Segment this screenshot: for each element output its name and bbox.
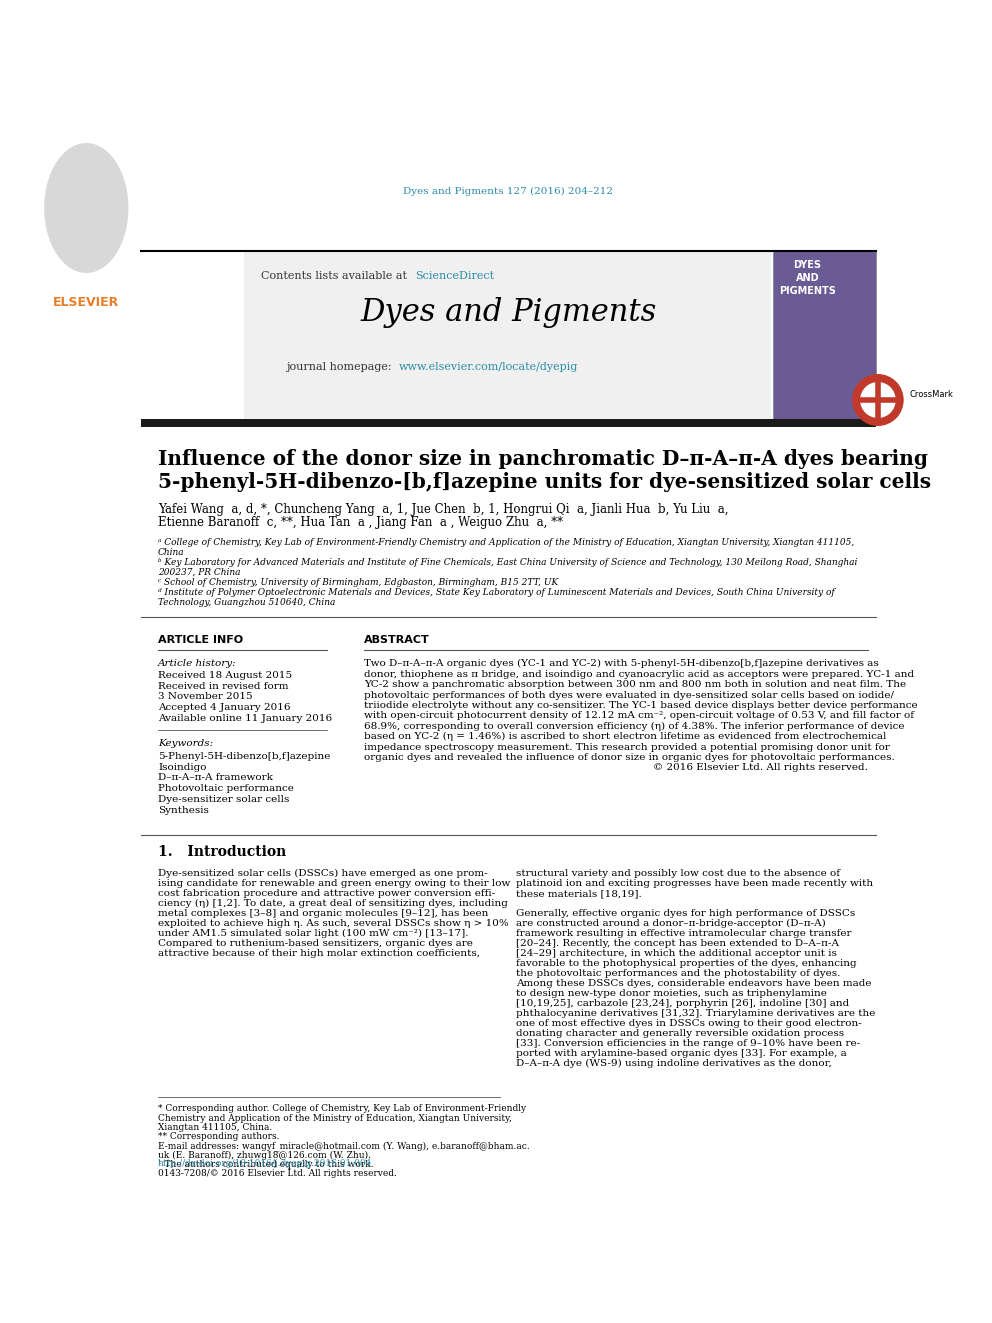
- Text: framework resulting in effective intramolecular charge transfer: framework resulting in effective intramo…: [516, 929, 852, 938]
- Text: 1.   Introduction: 1. Introduction: [158, 845, 287, 859]
- Text: exploited to achieve high η. As such, several DSSCs show η > 10%: exploited to achieve high η. As such, se…: [158, 919, 509, 927]
- Text: metal complexes [3–8] and organic molecules [9–12], has been: metal complexes [3–8] and organic molecu…: [158, 909, 488, 918]
- Circle shape: [860, 382, 896, 418]
- Text: ** Corresponding authors.: ** Corresponding authors.: [158, 1132, 280, 1142]
- Text: http://dx.doi.org/10.1016/j.dyepig.2016.01.004: http://dx.doi.org/10.1016/j.dyepig.2016.…: [158, 1159, 372, 1168]
- FancyBboxPatch shape: [774, 251, 876, 419]
- Text: ScienceDirect: ScienceDirect: [415, 271, 494, 280]
- Text: are constructed around a donor–π-bridge-acceptor (D–π-A): are constructed around a donor–π-bridge-…: [516, 918, 826, 927]
- Text: donor, thiophene as π bridge, and isoindigo and cyanoacrylic acid as acceptors w: donor, thiophene as π bridge, and isoind…: [364, 669, 915, 679]
- Text: E-mail addresses: wangyf_miracle@hotmail.com (Y. Wang), e.baranoff@bham.ac.: E-mail addresses: wangyf_miracle@hotmail…: [158, 1140, 530, 1151]
- Text: Xiangtan 411105, China.: Xiangtan 411105, China.: [158, 1123, 273, 1132]
- Text: based on YC-2 (η = 1.46%) is ascribed to short electron lifetime as evidenced fr: based on YC-2 (η = 1.46%) is ascribed to…: [364, 732, 887, 741]
- Text: [10,19,25], carbazole [23,24], porphyrin [26], indoline [30] and: [10,19,25], carbazole [23,24], porphyrin…: [516, 999, 849, 1008]
- Text: cost fabrication procedure and attractive power conversion effi-: cost fabrication procedure and attractiv…: [158, 889, 495, 898]
- Text: Received 18 August 2015: Received 18 August 2015: [158, 671, 293, 680]
- Text: ELSEVIER: ELSEVIER: [54, 296, 119, 310]
- Text: [24–29] architecture, in which the additional acceptor unit is: [24–29] architecture, in which the addit…: [516, 949, 837, 958]
- Text: Dye-sensitizer solar cells: Dye-sensitizer solar cells: [158, 795, 290, 804]
- Text: ported with arylamine-based organic dyes [33]. For example, a: ported with arylamine-based organic dyes…: [516, 1049, 847, 1058]
- Text: Dyes and Pigments: Dyes and Pigments: [360, 298, 657, 328]
- Text: [20–24]. Recently, the concept has been extended to D–A–π-A: [20–24]. Recently, the concept has been …: [516, 939, 839, 947]
- Text: 5-Phenyl-5H-dibenzo[b,f]azepine: 5-Phenyl-5H-dibenzo[b,f]azepine: [158, 751, 330, 761]
- Text: platinoid ion and exciting progresses have been made recently with: platinoid ion and exciting progresses ha…: [516, 878, 873, 888]
- Text: donating character and generally reversible oxidation process: donating character and generally reversi…: [516, 1029, 844, 1039]
- Text: photovoltaic performances of both dyes were evaluated in dye-sensitized solar ce: photovoltaic performances of both dyes w…: [364, 691, 894, 700]
- Text: ¹ The authors contributed equally to this work.: ¹ The authors contributed equally to thi…: [158, 1160, 374, 1170]
- Text: DYES
AND
PIGMENTS: DYES AND PIGMENTS: [779, 259, 836, 296]
- Text: ᶜ School of Chemistry, University of Birmingham, Edgbaston, Birmingham, B15 2TT,: ᶜ School of Chemistry, University of Bir…: [158, 578, 558, 587]
- Text: ARTICLE INFO: ARTICLE INFO: [158, 635, 243, 646]
- Text: Two D–π-A–π-A organic dyes (YC-1 and YC-2) with 5-phenyl-5H-dibenzo[b,f]azepine : Two D–π-A–π-A organic dyes (YC-1 and YC-…: [364, 659, 879, 668]
- Text: Available online 11 January 2016: Available online 11 January 2016: [158, 714, 332, 724]
- Text: D–A–π-A dye (WS-9) using indoline derivatives as the donor,: D–A–π-A dye (WS-9) using indoline deriva…: [516, 1058, 832, 1068]
- Text: phthalocyanine derivatives [31,32]. Triarylamine derivatives are the: phthalocyanine derivatives [31,32]. Tria…: [516, 1009, 876, 1017]
- Text: Accepted 4 January 2016: Accepted 4 January 2016: [158, 704, 291, 712]
- Text: Etienne Baranoff  c, **, Hua Tan  a , Jiang Fan  a , Weiguo Zhu  a, **: Etienne Baranoff c, **, Hua Tan a , Jian…: [158, 516, 563, 529]
- Text: ciency (η) [1,2]. To date, a great deal of sensitizing dyes, including: ciency (η) [1,2]. To date, a great deal …: [158, 898, 508, 908]
- Text: Dyes and Pigments 127 (2016) 204–212: Dyes and Pigments 127 (2016) 204–212: [404, 187, 613, 196]
- Text: to design new-type donor moieties, such as triphenylamine: to design new-type donor moieties, such …: [516, 988, 827, 998]
- Text: uk (E. Baranoff), zhuwg18@126.com (W. Zhu).: uk (E. Baranoff), zhuwg18@126.com (W. Zh…: [158, 1151, 371, 1160]
- Text: organic dyes and revealed the influence of donor size in organic dyes for photov: organic dyes and revealed the influence …: [364, 753, 895, 762]
- Circle shape: [852, 374, 904, 426]
- Text: Generally, effective organic dyes for high performance of DSSCs: Generally, effective organic dyes for hi…: [516, 909, 855, 918]
- Text: D–π-A–π-A framework: D–π-A–π-A framework: [158, 774, 273, 782]
- Text: CrossMark: CrossMark: [910, 390, 953, 400]
- Text: www.elsevier.com/locate/dyepig: www.elsevier.com/locate/dyepig: [399, 361, 578, 372]
- Text: ising candidate for renewable and green energy owing to their low: ising candidate for renewable and green …: [158, 878, 511, 888]
- FancyBboxPatch shape: [244, 251, 771, 421]
- Text: Contents lists available at: Contents lists available at: [261, 271, 411, 280]
- FancyBboxPatch shape: [141, 251, 242, 419]
- Text: 5-phenyl-5H-dibenzo-[b,f]azepine units for dye-sensitized solar cells: 5-phenyl-5H-dibenzo-[b,f]azepine units f…: [158, 472, 931, 492]
- Text: Keywords:: Keywords:: [158, 740, 213, 749]
- Text: Technology, Guangzhou 510640, China: Technology, Guangzhou 510640, China: [158, 598, 335, 607]
- Text: impedance spectroscopy measurement. This research provided a potential promising: impedance spectroscopy measurement. This…: [364, 742, 890, 751]
- Text: Chemistry and Application of the Ministry of Education, Xiangtan University,: Chemistry and Application of the Ministr…: [158, 1114, 512, 1123]
- Ellipse shape: [44, 143, 129, 273]
- Text: one of most effective dyes in DSSCs owing to their good electron-: one of most effective dyes in DSSCs owin…: [516, 1019, 862, 1028]
- Text: Influence of the donor size in panchromatic D–π-A–π-A dyes bearing: Influence of the donor size in panchroma…: [158, 448, 929, 470]
- Text: [33]. Conversion efficiencies in the range of 9–10% have been re-: [33]. Conversion efficiencies in the ran…: [516, 1039, 860, 1048]
- Text: these materials [18,19].: these materials [18,19].: [516, 889, 642, 898]
- Text: Compared to ruthenium-based sensitizers, organic dyes are: Compared to ruthenium-based sensitizers,…: [158, 939, 473, 947]
- Text: ABSTRACT: ABSTRACT: [364, 635, 430, 646]
- Text: structural variety and possibly low cost due to the absence of: structural variety and possibly low cost…: [516, 869, 840, 878]
- Text: Synthesis: Synthesis: [158, 806, 209, 815]
- Text: © 2016 Elsevier Ltd. All rights reserved.: © 2016 Elsevier Ltd. All rights reserved…: [653, 763, 868, 773]
- Text: 0143-7208/© 2016 Elsevier Ltd. All rights reserved.: 0143-7208/© 2016 Elsevier Ltd. All right…: [158, 1170, 397, 1177]
- Text: favorable to the photophysical properties of the dyes, enhancing: favorable to the photophysical propertie…: [516, 959, 857, 968]
- FancyBboxPatch shape: [141, 419, 876, 427]
- Text: ᵃ College of Chemistry, Key Lab of Environment-Friendly Chemistry and Applicatio: ᵃ College of Chemistry, Key Lab of Envir…: [158, 537, 854, 546]
- Text: the photovoltaic performances and the photostability of dyes.: the photovoltaic performances and the ph…: [516, 968, 840, 978]
- Text: ᵈ Institute of Polymer Optoelectronic Materials and Devices, State Key Laborator: ᵈ Institute of Polymer Optoelectronic Ma…: [158, 587, 835, 597]
- Text: under AM1.5 simulated solar light (100 mW cm⁻²) [13–17].: under AM1.5 simulated solar light (100 m…: [158, 929, 468, 938]
- Text: Received in revised form: Received in revised form: [158, 681, 289, 691]
- Text: with open-circuit photocurrent density of 12.12 mA cm⁻², open-circuit voltage of: with open-circuit photocurrent density o…: [364, 712, 915, 720]
- Text: * Corresponding author. College of Chemistry, Key Lab of Environment-Friendly: * Corresponding author. College of Chemi…: [158, 1105, 526, 1114]
- Text: 200237, PR China: 200237, PR China: [158, 568, 241, 577]
- Text: Photovoltaic performance: Photovoltaic performance: [158, 785, 294, 792]
- Text: attractive because of their high molar extinction coefficients,: attractive because of their high molar e…: [158, 949, 480, 958]
- Text: YC-2 show a panchromatic absorption between 300 nm and 800 nm both in solution a: YC-2 show a panchromatic absorption betw…: [364, 680, 907, 689]
- Text: 68.9%, corresponding to overall conversion efficiency (η) of 4.38%. The inferior: 68.9%, corresponding to overall conversi…: [364, 721, 905, 730]
- Text: 3 November 2015: 3 November 2015: [158, 692, 253, 701]
- Text: China: China: [158, 548, 185, 557]
- Text: Yafei Wang  a, d, *, Chuncheng Yang  a, 1, Jue Chen  b, 1, Hongrui Qi  a, Jianli: Yafei Wang a, d, *, Chuncheng Yang a, 1,…: [158, 503, 728, 516]
- Text: journal homepage:: journal homepage:: [286, 361, 395, 372]
- Text: Article history:: Article history:: [158, 659, 237, 668]
- Text: Among these DSSCs dyes, considerable endeavors have been made: Among these DSSCs dyes, considerable end…: [516, 979, 872, 988]
- Text: Dye-sensitized solar cells (DSSCs) have emerged as one prom-: Dye-sensitized solar cells (DSSCs) have …: [158, 869, 488, 878]
- Text: Isoindigo: Isoindigo: [158, 762, 206, 771]
- Text: ᵇ Key Laboratory for Advanced Materials and Institute of Fine Chemicals, East Ch: ᵇ Key Laboratory for Advanced Materials …: [158, 558, 857, 566]
- Text: triiodide electrolyte without any co-sensitizer. The YC-1 based device displays : triiodide electrolyte without any co-sen…: [364, 701, 918, 710]
